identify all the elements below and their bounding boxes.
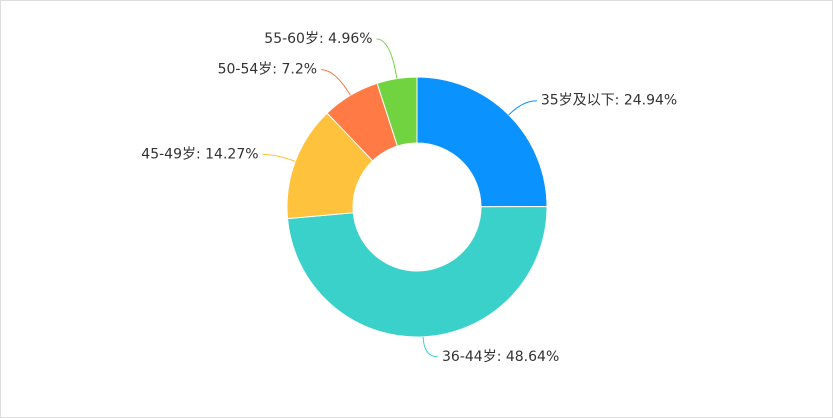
leader-line — [422, 336, 439, 358]
data-label: 45-49岁: 14.27% — [141, 146, 258, 162]
slice — [376, 76, 418, 147]
slice — [286, 205, 548, 338]
leader-line — [508, 100, 537, 116]
slice — [416, 76, 548, 208]
data-label: 35岁及以下: 24.94% — [541, 93, 677, 109]
leader-line — [321, 69, 351, 96]
data-label: 50-54岁: 7.2% — [218, 62, 317, 78]
leader-line — [262, 153, 296, 162]
leader-line — [376, 38, 398, 79]
data-label: 36-44岁: 48.64% — [442, 349, 559, 365]
data-label: 55-60岁: 4.96% — [264, 31, 372, 47]
